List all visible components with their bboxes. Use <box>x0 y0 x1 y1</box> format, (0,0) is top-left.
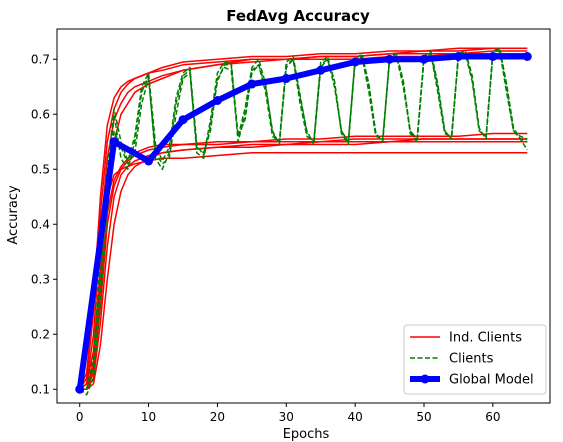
global-model-point-13 <box>522 52 532 61</box>
x-tick-label-0: 0 <box>76 410 84 424</box>
x-tick-label-4: 40 <box>348 410 363 424</box>
global-model-point-1 <box>109 137 119 147</box>
x-tick-label-3: 30 <box>279 410 294 424</box>
global-model-point-8 <box>350 57 360 67</box>
ind-client-line-3 <box>79 47 528 390</box>
y-tick-label-6: 0.7 <box>31 52 50 66</box>
global-model-point-2 <box>144 156 154 166</box>
global-model-point-9 <box>385 54 395 64</box>
global-model-line <box>76 53 531 393</box>
global-model-point-10 <box>419 54 429 64</box>
client-line-2 <box>79 47 528 391</box>
y-tick-label-2: 0.3 <box>31 272 50 286</box>
global-model-point-4 <box>212 96 222 105</box>
legend-label-1: Clients <box>449 352 494 367</box>
plot-frame <box>56 28 551 404</box>
chart-title: FedAvg Accuracy <box>226 7 370 25</box>
ind-client-line-7 <box>79 141 528 391</box>
global-model-point-0 <box>75 384 85 394</box>
global-model-point-12 <box>488 52 498 61</box>
legend-label-0: Ind. Clients <box>449 331 522 346</box>
plot-area <box>75 47 532 396</box>
legend-label-2: Global Model <box>449 373 534 388</box>
y-tick-label-1: 0.2 <box>31 327 50 341</box>
global-model-point-6 <box>281 74 291 83</box>
x-tick-label-2: 20 <box>210 410 225 424</box>
global-model-point-7 <box>316 65 326 75</box>
axes: 0 10 20 30 40 50 60 0.1 0.2 0.3 0.4 0.5 0.6 0.7 <box>31 28 551 424</box>
series-group <box>75 47 532 396</box>
y-tick-label-3: 0.4 <box>31 217 50 231</box>
x-tick-label-6: 60 <box>485 410 500 424</box>
x-tick-label-5: 50 <box>416 410 431 424</box>
global-model-point-3 <box>178 115 188 125</box>
global-model-point-11 <box>453 52 463 61</box>
y-tick-label-5: 0.6 <box>31 107 50 121</box>
y-tick-label-0: 0.1 <box>31 382 50 396</box>
global-model-point-5 <box>247 79 257 89</box>
ind-client-line-0 <box>79 50 528 390</box>
y-axis-title: Accuracy <box>6 185 21 245</box>
x-axis-title: Epochs <box>283 427 330 442</box>
y-tick-label-4: 0.5 <box>31 162 50 176</box>
legend-marker-2 <box>420 374 430 384</box>
legend: Ind. Clients Clients Global Model <box>403 324 547 395</box>
x-tick-label-1: 10 <box>141 410 156 424</box>
